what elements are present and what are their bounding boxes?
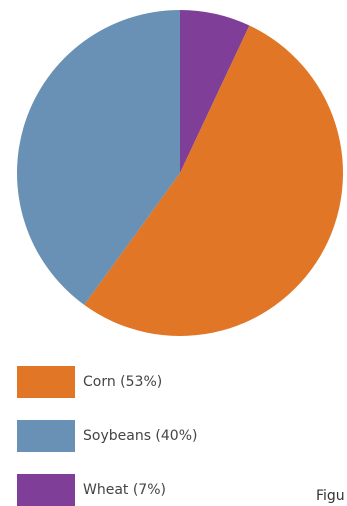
legend-swatch-corn [17, 366, 75, 398]
legend-label-soybeans: Soybeans (40%) [83, 428, 198, 444]
pie-slice-soybeans [17, 10, 180, 305]
legend-item-soybeans: Soybeans (40%) [17, 420, 197, 452]
legend-label-corn: Corn (53%) [83, 374, 163, 390]
legend-swatch-soybeans [17, 420, 75, 452]
pie-chart-plot [17, 10, 343, 336]
legend-label-wheat: Wheat (7%) [83, 482, 166, 498]
legend-item-wheat: Wheat (7%) [17, 474, 166, 506]
legend-swatch-wheat [17, 474, 75, 506]
pie-slice-corn [84, 25, 343, 336]
legend-item-corn: Corn (53%) [17, 366, 162, 398]
pie-slice-wheat [180, 10, 250, 173]
figure-caption: Figu [316, 488, 345, 504]
